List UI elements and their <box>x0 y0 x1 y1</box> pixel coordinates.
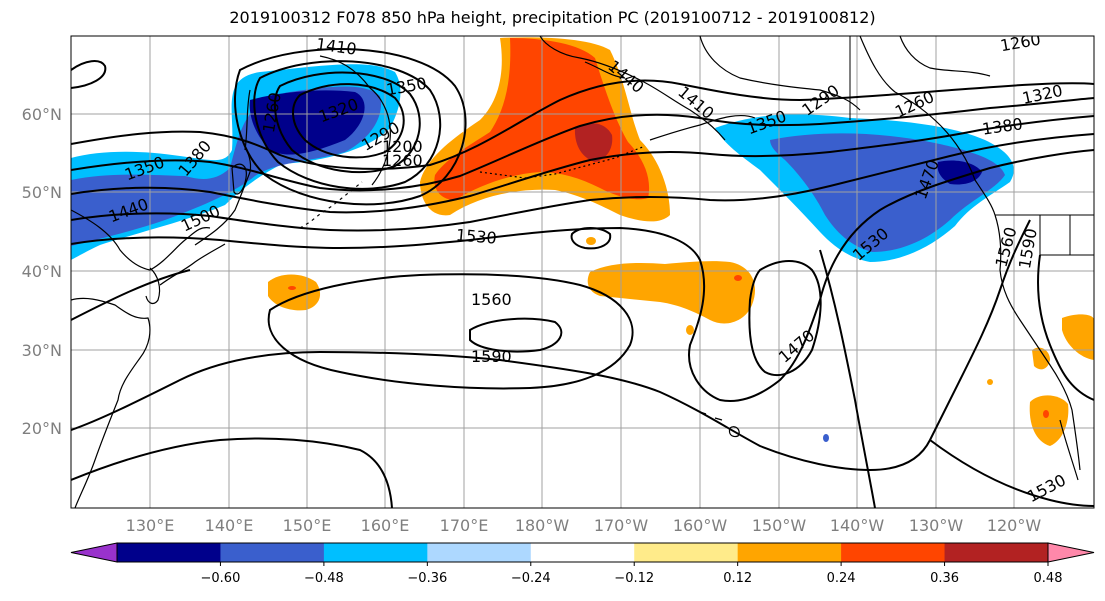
graticule <box>71 36 1094 508</box>
lon-label: 120°W <box>987 516 1042 535</box>
contour-label: 1590 <box>471 347 512 366</box>
colorbar-tick-label: 0.24 <box>827 571 856 586</box>
contour-label: 1200 <box>382 137 423 156</box>
colorbar-segment <box>427 543 532 562</box>
lon-label: 140°E <box>205 516 254 535</box>
lon-label: 170°E <box>440 516 489 535</box>
colorbar-segment <box>117 543 221 562</box>
precip-negative-shading <box>71 64 1014 442</box>
lat-label-50n: 50°N <box>22 183 62 202</box>
colorbar-tick-label: 0.48 <box>1034 571 1063 586</box>
colorbar-tick-label: −0.48 <box>304 571 344 586</box>
contour-label: 1410 <box>315 34 358 58</box>
lon-label: 130°W <box>909 516 964 535</box>
colorbar-outline <box>116 542 1049 563</box>
contour-label: 1260 <box>382 151 423 170</box>
lon-label: 140°W <box>830 516 885 535</box>
lon-label: 150°E <box>283 516 332 535</box>
lon-label: 160°W <box>673 516 728 535</box>
lon-label: 160°E <box>361 516 410 535</box>
map-frame <box>70 35 1095 509</box>
colorbar-tick-label: 0.36 <box>930 571 959 586</box>
colorbar-tick-label: −0.60 <box>201 571 241 586</box>
colorbar-extend-low <box>70 542 118 563</box>
colorbar-extend-high <box>1047 542 1095 563</box>
colorbar-tick-label: −0.24 <box>511 571 551 586</box>
lat-label-40n: 40°N <box>22 262 62 281</box>
lon-label: 150°W <box>752 516 807 535</box>
colorbar-tick-label: 0.12 <box>723 571 752 586</box>
colorbar-segment <box>737 543 842 562</box>
lat-label-60n: 60°N <box>22 105 62 124</box>
longitude-labels: 130°E 140°E 150°E 160°E 170°E 180°W 170°… <box>126 516 1042 535</box>
latitude-labels: 60°N 50°N 40°N 30°N 20°N <box>22 105 62 438</box>
figure-title: 2019100312 F078 850 hPa height, precipit… <box>229 8 876 27</box>
contour-label: 1560 <box>471 290 512 309</box>
colorbar: −0.60 −0.48 −0.36 −0.24 −0.12 0.12 0.24 0.36 0.4… <box>70 542 1095 586</box>
colorbar-tick-label: −0.36 <box>407 571 447 586</box>
lat-label-30n: 30°N <box>22 341 62 360</box>
lon-label: 180°W <box>515 516 570 535</box>
lon-label: 130°E <box>126 516 175 535</box>
colorbar-segment <box>841 543 946 562</box>
contour-label: 1530 <box>455 225 497 247</box>
colorbar-segment <box>323 543 428 562</box>
lat-label-20n: 20°N <box>22 419 62 438</box>
colorbar-segment <box>220 543 325 562</box>
colorbar-segment <box>530 543 635 562</box>
colorbar-tick-label: −0.12 <box>614 571 654 586</box>
colorbar-segment <box>944 543 1049 562</box>
lon-label: 170°W <box>594 516 649 535</box>
colorbar-segment <box>634 543 739 562</box>
height-contours <box>71 48 1094 508</box>
